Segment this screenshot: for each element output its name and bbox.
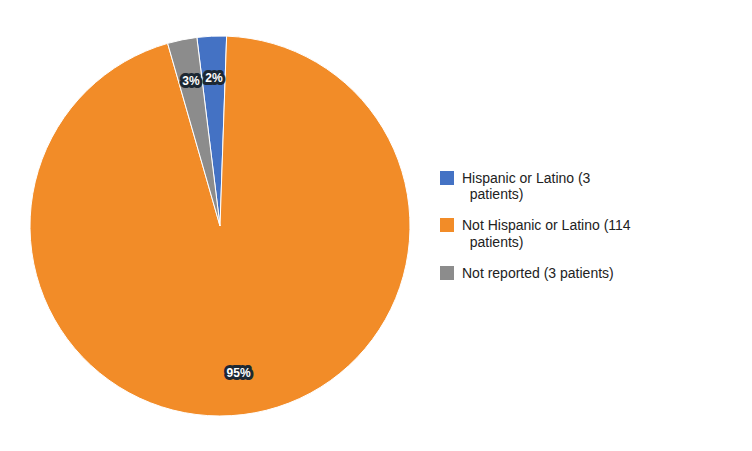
html-text:Not reported (3 patients): Not reported (3 patients) xyxy=(462,264,614,281)
svg-text:3%: 3% xyxy=(182,74,200,88)
svg-text:95%: 95% xyxy=(227,366,251,380)
svg-text:2%: 2% xyxy=(205,71,223,85)
html-text:Hispanic or Latino (3 patients: Hispanic or Latino (3 patients) xyxy=(462,169,591,203)
html-text:Not Hispanic or Latino (114 pa: Not Hispanic or Latino (114 patients) xyxy=(462,217,631,250)
